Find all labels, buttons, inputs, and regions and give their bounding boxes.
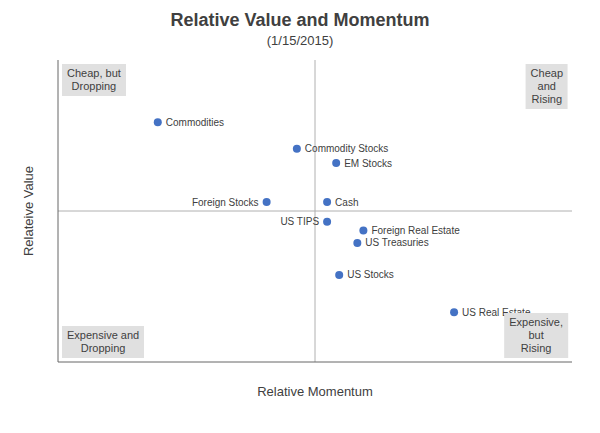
svg-text:Commodity Stocks: Commodity Stocks [305, 143, 388, 154]
svg-text:Relateive Value: Relateive Value [21, 166, 36, 256]
svg-text:Cash: Cash [335, 197, 358, 208]
svg-text:Relative Momentum: Relative Momentum [257, 384, 373, 399]
html-text:Relative Value and Momentum: Relative Value and Momentum [170, 10, 430, 30]
html-text:Expensive, but Rising: Expensive, but Rising [509, 316, 563, 354]
html-text:Expensive and Dropping: Expensive and Dropping [67, 329, 140, 354]
svg-text:EM Stocks: EM Stocks [344, 158, 392, 169]
svg-text:Foreign Stocks: Foreign Stocks [192, 197, 259, 208]
svg-text:US Stocks: US Stocks [347, 269, 394, 280]
svg-text:US TIPS: US TIPS [280, 216, 319, 227]
svg-text:Commodities: Commodities [166, 117, 224, 128]
svg-text:US Treasuries: US Treasuries [365, 237, 428, 248]
svg-text:US Real Estate: US Real Estate [462, 306, 531, 318]
html-text:(1/15/2015): (1/15/2015) [266, 33, 334, 48]
html-text:Cheap, but Dropping: Cheap, but Dropping [67, 67, 121, 92]
svg-text:Foreign Real Estate: Foreign Real Estate [371, 225, 460, 236]
html-text:Cheap and Rising: Cheap and Rising [530, 67, 563, 105]
